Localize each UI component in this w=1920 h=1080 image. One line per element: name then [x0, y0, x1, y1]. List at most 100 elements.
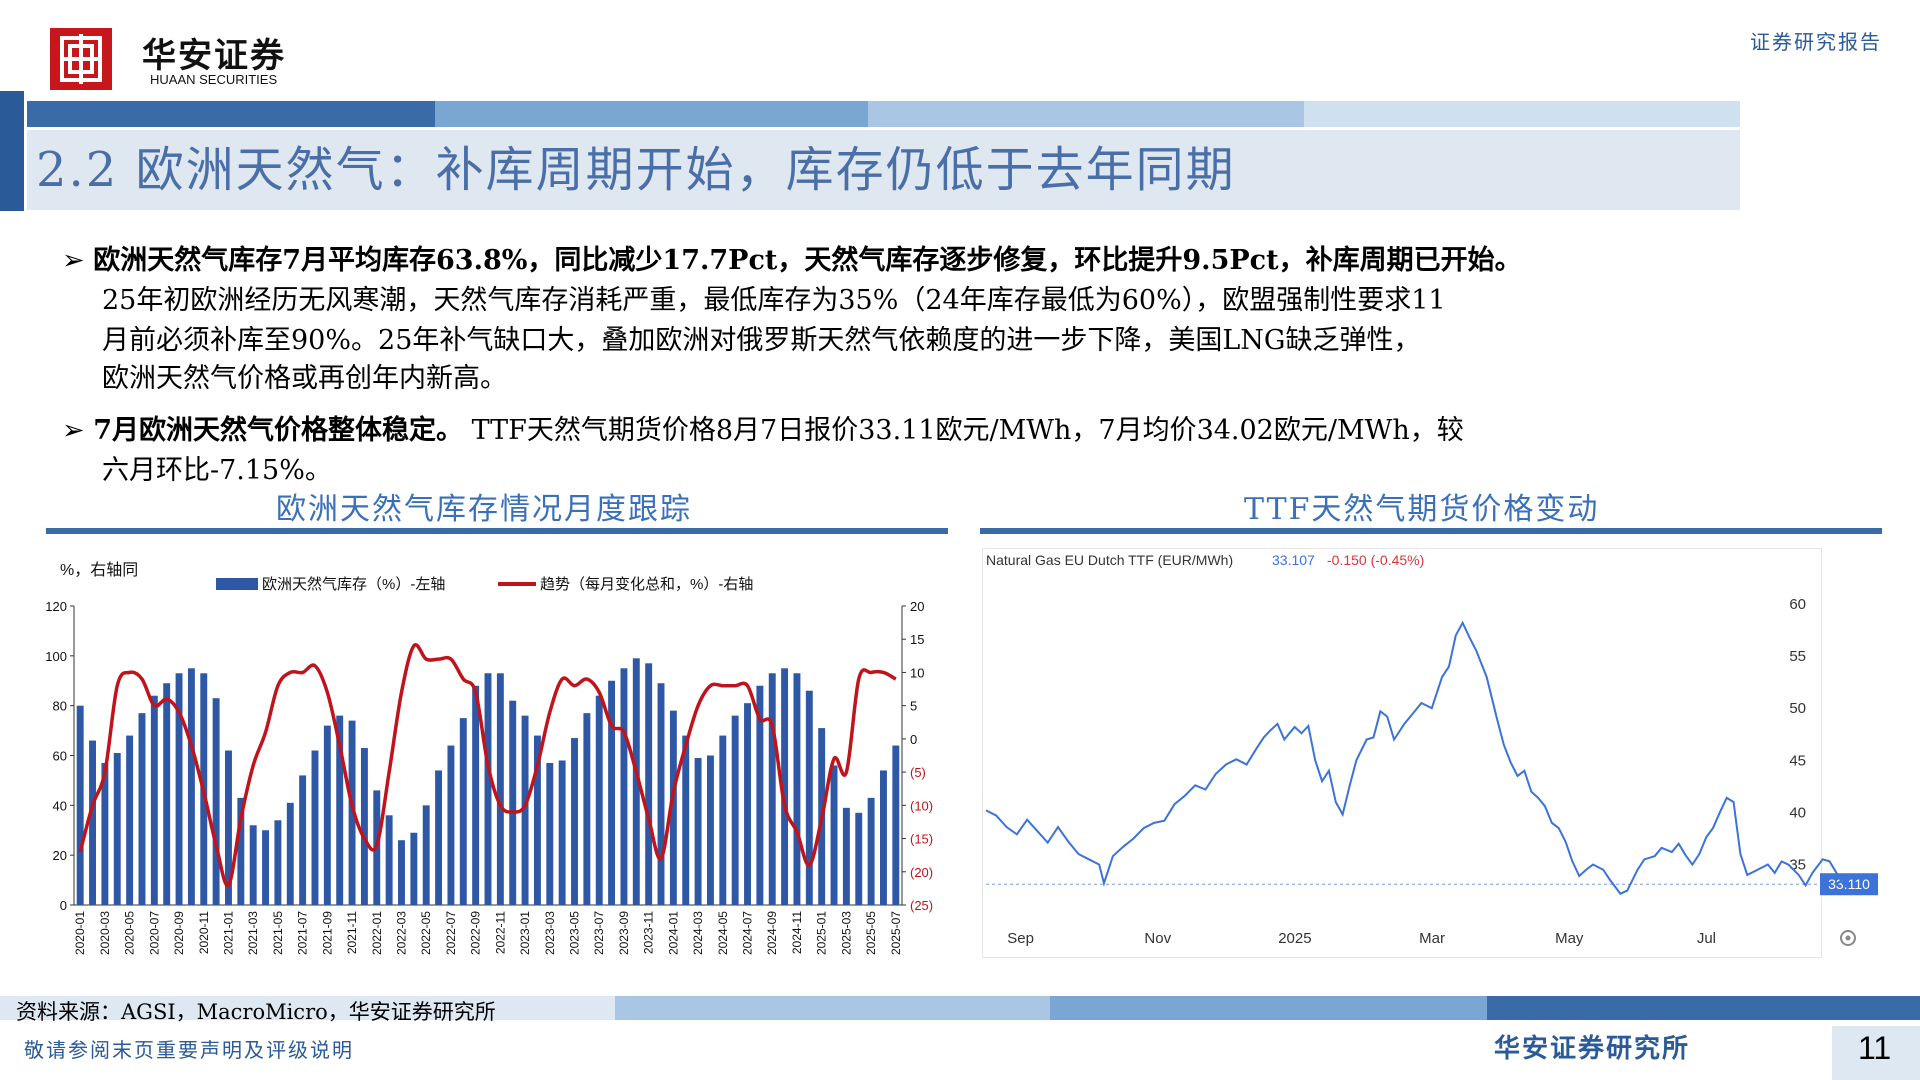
page-title: 2.2 欧洲天然气：补库周期开始，库存仍低于去年同期 [36, 142, 1236, 198]
x-tick-label: 2022-09 [469, 911, 483, 955]
right-tick-label: 0 [910, 732, 917, 747]
x-tick-label: 2024-07 [741, 911, 755, 955]
storage-bar [435, 770, 443, 905]
x-tick-label: 2021-07 [296, 911, 310, 955]
bullet-1-head: ➢ 欧洲天然气库存7月平均库存63.8%，同比减少17.7Pct，天然气库存逐步… [62, 238, 1522, 277]
title-band-4 [1304, 101, 1740, 127]
right-chart-rule [980, 528, 1882, 534]
institute-name: 华安证券研究所 [1494, 1034, 1691, 1064]
x-tick-label: 2022-01 [370, 911, 384, 955]
disclaimer-notice: 敬请参阅末页重要声明及评级说明 [24, 1038, 354, 1062]
legend-bar-label: 欧洲天然气库存（%）-左轴 [262, 576, 445, 593]
report-type: 证券研究报告 [1750, 30, 1882, 54]
storage-bar [731, 715, 739, 905]
x-tick-label: 2024-03 [691, 911, 705, 955]
bullet-marker-icon: ➢ [62, 415, 85, 446]
ttf-x-tick-label: Mar [1419, 930, 1445, 947]
x-tick-label: 2023-09 [617, 911, 631, 955]
storage-bar [113, 753, 121, 905]
ttf-y-tick-label: 50 [1789, 700, 1806, 717]
storage-bar [323, 725, 331, 905]
storage-bar [398, 840, 405, 905]
title-band-1 [27, 101, 435, 127]
left-tick-label: 40 [53, 798, 67, 813]
logo-glyph-icon [50, 28, 112, 90]
x-tick-label: 2021-03 [246, 911, 260, 955]
ttf-x-tick-label: Sep [1007, 930, 1034, 947]
storage-bar [842, 807, 850, 905]
storage-bar [645, 663, 653, 905]
storage-bar [101, 762, 109, 905]
ttf-y-tick-label: 35 [1789, 857, 1806, 874]
x-tick-label: 2022-05 [419, 911, 433, 955]
left-chart-trend [78, 643, 897, 888]
ttf-chart-title: Natural Gas EU Dutch TTF (EUR/MWh) [986, 552, 1233, 568]
x-tick-label: 2023-01 [518, 911, 532, 955]
storage-bar [805, 690, 813, 905]
storage-bar [89, 740, 96, 905]
storage-bar [187, 668, 195, 905]
storage-bar [706, 755, 714, 905]
x-tick-label: 2022-03 [394, 911, 408, 955]
storage-bar [249, 825, 257, 905]
storage-bar [669, 710, 677, 905]
storage-bar [781, 668, 789, 905]
storage-bar [299, 775, 307, 905]
ttf-x-tick-label: May [1555, 930, 1584, 947]
settings-icon[interactable] [1840, 930, 1856, 946]
left-chart-rule [46, 528, 948, 534]
storage-bar [583, 713, 591, 905]
right-tick-label: (15) [910, 832, 933, 847]
right-tick-label: (20) [910, 865, 933, 880]
storage-bar [682, 735, 690, 905]
left-tick-label: 100 [46, 649, 67, 664]
storage-bar [719, 735, 727, 905]
x-tick-label: 2023-05 [568, 911, 582, 955]
x-tick-label: 2021-09 [320, 911, 334, 955]
x-tick-label: 2023-07 [592, 911, 606, 955]
ttf-y-tick-label: 60 [1789, 596, 1806, 613]
left-tick-label: 20 [53, 848, 67, 863]
storage-bar [274, 820, 282, 905]
storage-bar [744, 703, 751, 905]
bullet-2-rest: TTF天然气期货价格8月7日报价33.11欧元/MWh，7月均价34.02欧元/… [463, 415, 1464, 446]
ttf-chart-axes: 35 40 45 50 55 60 Sep Nov 2025 Mar May Jul 33.110 [986, 596, 1878, 947]
right-tick-label: 5 [910, 699, 917, 714]
x-tick-label: 2024-01 [666, 911, 680, 955]
storage-bar [558, 760, 566, 905]
x-tick-label: 2022-07 [444, 911, 458, 955]
ttf-price-tag-label: 33.110 [1828, 876, 1870, 892]
storage-bar [620, 668, 628, 905]
storage-chart: %，右轴同 欧洲天然气库存（%）-左轴 趋势（每月变化总和，%）-右轴 0 20 4… [46, 561, 933, 955]
storage-bar [76, 705, 84, 905]
storage-bar [126, 735, 134, 905]
ttf-price-line [985, 620, 1845, 895]
storage-bar [793, 673, 801, 905]
left-chart-unit-label: %，右轴同 [60, 561, 138, 579]
storage-bar [336, 715, 344, 905]
trend-line [78, 643, 897, 888]
left-tick-label: 80 [53, 699, 67, 714]
ttf-chart: Natural Gas EU Dutch TTF (EUR/MWh) 33.10… [985, 552, 1878, 947]
footer-band-2 [615, 996, 1050, 1020]
storage-bar [225, 750, 232, 905]
ttf-y-tick-label: 40 [1789, 804, 1806, 821]
storage-bar [880, 770, 887, 905]
ttf-x-tick-label: Nov [1144, 930, 1171, 947]
right-tick-label: (10) [910, 798, 933, 813]
storage-bar [447, 745, 455, 905]
x-tick-label: 2020-05 [123, 911, 137, 955]
storage-bar [509, 700, 517, 905]
x-tick-label: 2020-07 [147, 911, 161, 955]
x-tick-label: 2024-05 [716, 911, 730, 955]
left-chart-bars [76, 658, 900, 905]
left-tick-label: 60 [53, 749, 67, 764]
storage-bar [657, 683, 665, 905]
storage-bar [830, 765, 838, 905]
x-tick-label: 2025-03 [839, 911, 853, 955]
bullet-1-line-1: 25年初欧洲经历无风寒潮，天然气库存消耗严重，最低库存为35%（24年库存最低为… [102, 285, 1446, 316]
x-tick-label: 2020-01 [73, 911, 87, 955]
x-tick-label: 2023-11 [642, 911, 656, 954]
bullet-1-line-2: 月前必须补库至90%。25年补气缺口大，叠加欧洲对俄罗斯天然气依赖度的进一步下降… [102, 325, 1421, 356]
title-band-3 [868, 101, 1304, 127]
